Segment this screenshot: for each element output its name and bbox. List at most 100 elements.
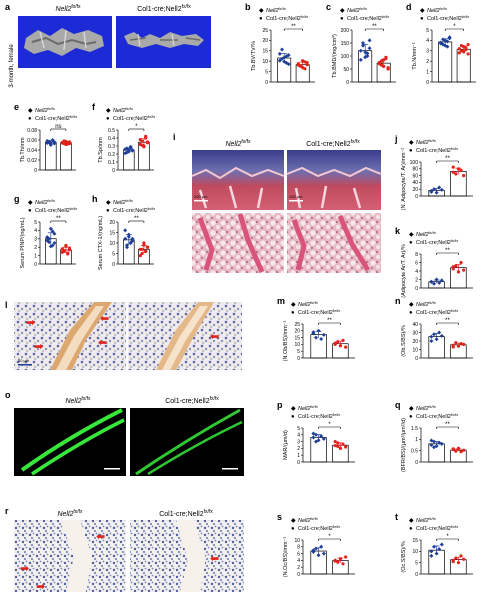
significance-label: ** (445, 248, 450, 254)
panel-label-s: s (277, 512, 282, 522)
arrow-icon: ⬅ (98, 337, 107, 349)
data-point (429, 339, 434, 343)
legend-marker: ◆ (291, 518, 296, 524)
significance-label: * (328, 534, 331, 540)
chart-m: m ◆ Nell2fx/fx● Col1-cre;Nell2fx/fx05101520… (277, 296, 355, 362)
panel-label-r: r (5, 506, 9, 516)
legend-genotype: Nell2 (113, 108, 126, 114)
data-point (462, 268, 466, 272)
y-tick-label: 0 (415, 460, 418, 466)
data-point (123, 151, 128, 156)
chart-b: b ◆ Nell2fx/fx● Col1-cre;Nell2fx/fx05101520… (245, 2, 315, 86)
y-tick-label: 4 (426, 38, 429, 44)
legend-marker: ◆ (28, 108, 33, 114)
legend-marker: ◆ (106, 108, 111, 114)
legend-genotype: Nell2 (113, 200, 126, 206)
data-point (432, 187, 436, 192)
data-point (365, 54, 370, 58)
panel-label-k: k (395, 226, 401, 236)
y-tick-label: 10 (294, 538, 300, 544)
legend-superscript: fx/fx (440, 6, 447, 11)
data-point (333, 341, 337, 345)
legend-genotype: Nell2 (416, 302, 429, 308)
bar-ko (450, 449, 467, 463)
legend-marker: ● (409, 414, 413, 420)
legend-marker: ◆ (409, 518, 414, 524)
legend-label: Nell2fx/fx (416, 300, 436, 308)
legend-label: Col1-cre;Nell2fx/fx (35, 114, 77, 122)
data-point (126, 149, 131, 154)
legend-genotype: Nell2 (35, 108, 48, 114)
data-point (464, 48, 468, 52)
data-point (439, 441, 444, 446)
significance-label: * (135, 124, 138, 130)
panel-label-h: h (92, 194, 98, 204)
data-point (344, 345, 348, 349)
legend-marker: ● (409, 526, 413, 532)
legend-superscript: fx/fx (333, 308, 340, 313)
chart-n: n ◆ Nell2fx/fx● Col1-cre;Nell2fx/fx01020304… (395, 296, 473, 362)
data-point (459, 341, 463, 346)
legend-genotype: Col1-cre;Nell2 (113, 208, 148, 214)
legend-marker: ● (420, 16, 424, 22)
legend-genotype: Nell2 (416, 232, 429, 238)
data-point (456, 167, 461, 171)
data-point (367, 38, 372, 43)
legend-marker: ● (28, 208, 32, 214)
data-point (144, 249, 148, 253)
chart-j: j ◆ Nell2fx/fx● Col1-cre;Nell2fx/fx02040608… (394, 134, 473, 210)
data-point (451, 165, 455, 169)
legend-genotype: Col1-cre;Nell2 (35, 116, 70, 122)
data-point (333, 440, 337, 444)
legend-label: Nell2fx/fx (298, 404, 318, 412)
data-point (429, 549, 434, 554)
y-tick-label: 80 (412, 167, 418, 173)
significance-label: ** (134, 216, 139, 222)
data-point (123, 236, 128, 241)
significance-label: ** (327, 318, 332, 324)
data-point (457, 51, 461, 55)
arrow-icon: ⬅ (210, 331, 219, 343)
chart-q: q ◆ Nell2fx/fx● Col1-cre;Nell2fx/fx00.511.5… (395, 400, 473, 472)
legend-superscript: fx/fx (429, 230, 436, 235)
chart-f: f ◆ Nell2fx/fx● Col1-cre;Nell2fx/fx00.10.20… (92, 102, 155, 174)
data-point (456, 446, 461, 450)
data-point (451, 170, 455, 174)
data-point (432, 445, 436, 450)
legend-marker: ◆ (409, 232, 414, 238)
y-axis-label: (BFR/BS)/(μm³/μm²/d) (401, 418, 407, 472)
data-point (459, 168, 463, 173)
y-tick-label: 100 (410, 160, 419, 166)
y-tick-label: 20 (109, 220, 115, 226)
legend-genotype: Nell2 (427, 8, 440, 14)
y-tick-label: 0 (112, 168, 115, 174)
legend-genotype: Col1-cre;Nell2 (416, 240, 451, 246)
arrow-icon: ⬅ (96, 531, 105, 543)
y-tick-label: 30 (412, 330, 418, 336)
legend-marker: ● (106, 208, 110, 214)
data-point (48, 143, 53, 147)
data-point (50, 229, 55, 234)
data-point (456, 270, 461, 274)
legend-superscript: fx/fx (429, 404, 436, 409)
y-tick-label: 150 (341, 41, 350, 47)
data-point (454, 449, 458, 453)
panel-r-genotype-ctrl: Nell2fx/fx (57, 509, 83, 518)
data-point (341, 442, 345, 446)
legend-superscript: fx/fx (48, 106, 55, 111)
legend-label: Col1-cre;Nell2fx/fx (416, 524, 458, 532)
trap-image-ctrl: ➡ ⬅ ➡ (14, 520, 126, 593)
legend-genotype: Col1-cre;Nell2 (35, 208, 70, 214)
data-point (344, 445, 348, 449)
y-tick-label: 20 (294, 329, 300, 335)
data-point (311, 548, 316, 553)
bar-ko (60, 142, 72, 171)
data-point (462, 342, 466, 346)
y-axis-label: (Ob.S/BS)/% (401, 325, 407, 357)
chart-d: d ◆ Nell2fx/fx● Col1-cre;Nell2fx/fx012345Tb… (406, 2, 476, 86)
legend-superscript: fx/fx (70, 206, 77, 211)
data-point (386, 67, 390, 71)
data-point (439, 278, 444, 283)
y-tick-label: 0 (112, 262, 115, 268)
